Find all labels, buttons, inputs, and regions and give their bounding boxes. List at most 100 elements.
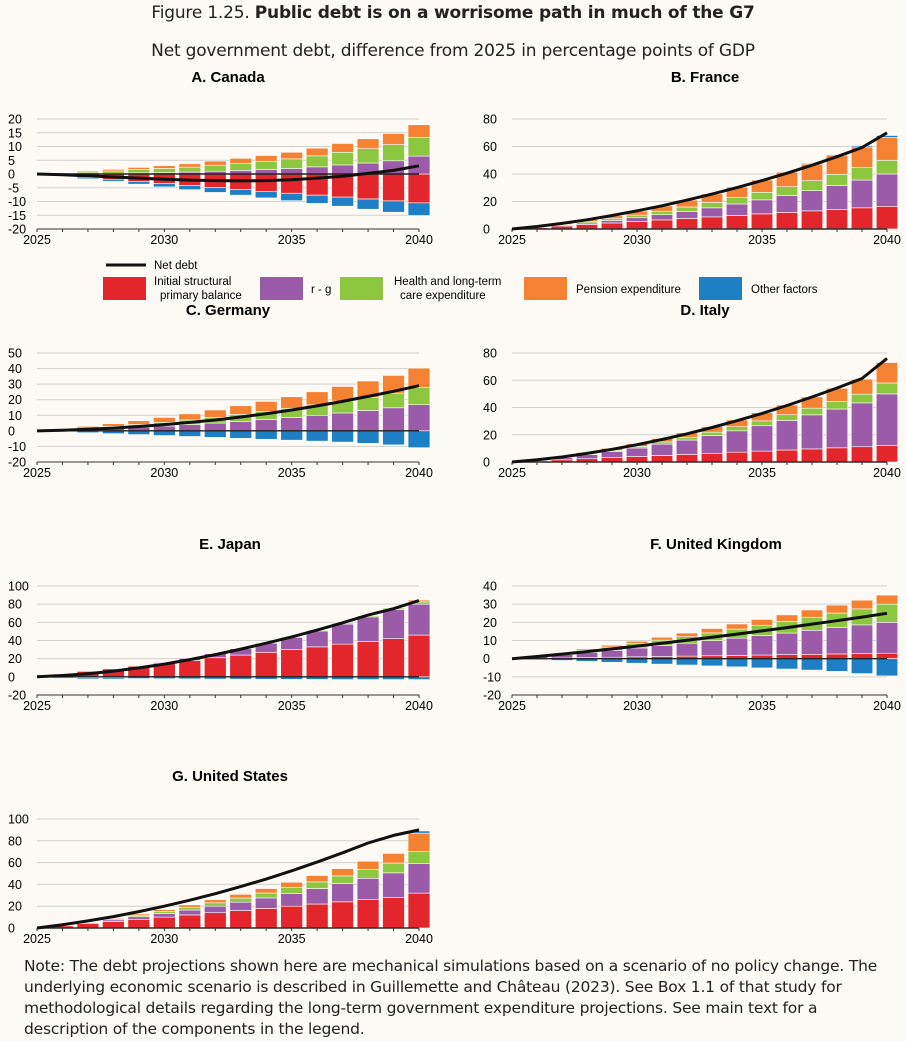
bar-segment [254, 430, 278, 440]
x-tick-label: 2030 [150, 932, 178, 946]
y-tick-label: -20 [8, 223, 26, 237]
bar-segment [850, 653, 874, 659]
y-tick-label: 100 [8, 813, 29, 827]
figure-title-text: Public debt is on a worrisome path in mu… [254, 3, 755, 23]
bar-segment [675, 658, 699, 666]
bar-segment [775, 449, 799, 463]
bar-segment [382, 173, 405, 202]
y-tick-label: -5 [8, 181, 19, 195]
bar-segment [280, 881, 303, 888]
y-tick-label: 0 [8, 670, 15, 684]
y-tick-label: 60 [483, 374, 497, 388]
bar-segment [675, 437, 699, 441]
bar-segment [800, 414, 824, 450]
bar-segment [750, 199, 774, 215]
bar-segment [331, 875, 354, 884]
y-tick-label: 10 [483, 634, 497, 648]
legend-health-label-line2: care expenditure [400, 290, 486, 302]
bar-segment [356, 198, 380, 210]
y-tick-label: 80 [8, 598, 22, 612]
bar-segment [229, 189, 252, 196]
bar-segment [280, 417, 303, 432]
panel-title: F. United Kingdom [650, 536, 782, 553]
net-debt-line [36, 384, 420, 433]
y-tick-label: 0 [8, 922, 15, 936]
bar-segment [875, 622, 899, 654]
bar-segment [229, 894, 252, 899]
legend-primary-balance-label-line1: Initial structural [154, 276, 231, 288]
bar-segment [875, 445, 899, 463]
bar-segment [305, 875, 329, 883]
bar-segment [204, 409, 227, 418]
bar-segment [280, 887, 303, 894]
bar-segment [76, 177, 100, 180]
bar-segment [850, 402, 874, 448]
bar-segment [850, 624, 874, 654]
bar-segment [750, 420, 774, 427]
bar-segment [825, 447, 849, 463]
y-tick-label: 20 [483, 428, 497, 442]
panel-title: C. Germany [186, 302, 271, 319]
bar-segment [356, 616, 380, 642]
bar-segment [178, 166, 202, 173]
bar-segment [600, 644, 624, 648]
bar-segment [700, 216, 724, 230]
bar-segment [153, 913, 176, 918]
bar-segment [254, 419, 278, 432]
y-tick-label: 30 [8, 378, 22, 392]
legend-other-swatch [699, 277, 742, 300]
y-tick-label: -10 [8, 440, 26, 454]
bar-segment [382, 862, 405, 874]
legend-r-g-label: r - g [311, 284, 331, 296]
bar-segment [254, 191, 278, 199]
bar-segment [407, 173, 431, 204]
net-debt-line [36, 164, 420, 183]
bar-segment [875, 137, 899, 161]
legend-health-swatch [340, 277, 383, 300]
y-tick-label: 0 [483, 223, 490, 237]
bar-segment [229, 421, 252, 432]
y-tick-label: -20 [483, 689, 501, 703]
bar-segment [825, 653, 849, 659]
y-tick-label: 60 [483, 140, 497, 154]
bar-segment [407, 634, 431, 678]
y-tick-label: 40 [8, 634, 22, 648]
bar-segment [700, 207, 724, 218]
bar-segment [825, 658, 849, 672]
bar-segment [127, 167, 151, 170]
bar-segment [382, 407, 405, 432]
bar-segment [204, 899, 227, 904]
bar-segment [625, 214, 649, 219]
x-tick-label: 2035 [278, 466, 306, 480]
bar-segment [178, 413, 202, 421]
bar-segment [305, 166, 329, 175]
y-tick-label: 15 [8, 126, 22, 140]
bar-segment [280, 649, 303, 678]
bar-segment [407, 430, 431, 448]
x-tick-label: 2030 [150, 466, 178, 480]
bar-segment [800, 190, 824, 212]
bar-segment [625, 217, 649, 222]
bar-segment [650, 219, 674, 230]
bar-segment [407, 137, 431, 157]
bar-segment [229, 162, 252, 171]
bar-segment [178, 904, 202, 908]
bar-segment [178, 914, 202, 929]
bar-segment [153, 165, 176, 169]
bar-segment [775, 186, 799, 196]
bar-segment [725, 215, 749, 230]
y-tick-label: 50 [8, 347, 22, 361]
bar-segment [875, 362, 899, 384]
x-tick-label: 2035 [748, 699, 776, 713]
x-tick-label: 2035 [748, 233, 776, 247]
bar-segment [825, 604, 849, 614]
bar-segment [382, 853, 405, 864]
bar-segment [331, 901, 354, 929]
x-tick-label: 2040 [873, 699, 901, 713]
bar-segment [331, 164, 354, 175]
bar-segment [775, 212, 799, 230]
bar-segment [407, 863, 431, 894]
